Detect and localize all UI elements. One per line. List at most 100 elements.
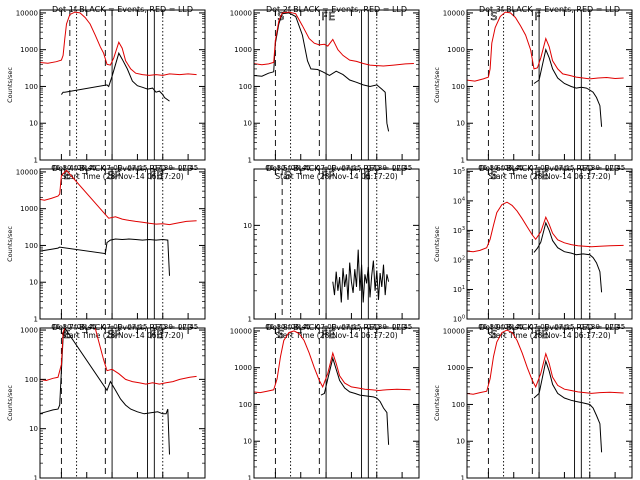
y-tick-label: 1000: [447, 364, 465, 372]
x-tick-label: 06:30: [51, 164, 71, 172]
marker-letter: S: [277, 328, 284, 341]
plot-frame: [466, 168, 633, 320]
y-tick-label: 1000: [447, 46, 465, 54]
y-tick-label: 103: [453, 226, 465, 235]
x-tick-label: 07:30: [580, 164, 600, 172]
x-tick-label: 07:15: [127, 164, 147, 172]
x-tick-label: 07:15: [341, 164, 361, 172]
marker-letter: E: [156, 169, 163, 182]
marker-letter: F: [150, 328, 156, 341]
y-tick-label: 10000: [16, 168, 38, 176]
marker-letter: S: [490, 328, 497, 341]
y-axis-label: Counts/sec: [433, 67, 441, 103]
marker-letter: F: [114, 328, 120, 341]
chart-panel-9: Det 9f BLACK = Events, RED = LLDCounts/s…: [433, 323, 633, 480]
marker-letter: F: [534, 169, 540, 182]
marker-letter: S: [490, 10, 497, 23]
x-tick-label: 06:30: [478, 164, 498, 172]
x-tick-label: 06:45: [504, 323, 524, 331]
y-tick-label: 1: [248, 316, 252, 324]
plot-frame: [253, 9, 420, 161]
marker-letter: E: [328, 10, 335, 23]
x-tick-label: 07:00: [316, 323, 336, 331]
marker-letter: F: [534, 328, 540, 341]
marker-letter: F: [321, 10, 327, 23]
x-axis-label: Start Time (28-Nov-14 06:17:20): [488, 331, 610, 340]
x-tick-label: 07:30: [153, 164, 173, 172]
x-tick-label: 07:45: [392, 164, 412, 172]
x-tick-label: 07:45: [605, 164, 625, 172]
marker-letter: E: [63, 169, 70, 182]
y-axis-label: Counts/sec: [6, 226, 14, 262]
x-tick-label: 07:45: [178, 323, 198, 331]
marker-letter: S: [284, 169, 291, 182]
x-tick-label: 07:15: [341, 323, 361, 331]
y-tick-label: 100: [239, 83, 252, 91]
x-tick-label: 07:00: [529, 323, 549, 331]
series-line-lld: [467, 11, 624, 82]
marker-letter: E: [541, 328, 548, 341]
series-line-lld: [254, 330, 411, 394]
x-tick-label: 06:30: [265, 323, 285, 331]
y-tick-label: 1: [34, 157, 38, 165]
series-line-events: [533, 48, 603, 127]
marker-letter: F: [534, 10, 540, 23]
series-line-lld: [254, 11, 414, 67]
x-tick-label: 06:45: [504, 164, 524, 172]
x-tick-label: 06:30: [478, 323, 498, 331]
y-tick-label: 100: [25, 376, 38, 384]
y-tick-label: 1000: [234, 364, 252, 372]
x-tick-label: 06:45: [291, 164, 311, 172]
x-tick-label: 06:30: [265, 164, 285, 172]
x-tick-label: 07:30: [153, 323, 173, 331]
x-tick-label: 07:30: [580, 323, 600, 331]
y-tick-label: 1: [34, 475, 38, 480]
y-tick-label: 1: [248, 157, 252, 165]
x-axis-label: Start Time (28-Nov-14 06:17:20): [275, 172, 397, 181]
y-tick-label: 100: [25, 242, 38, 250]
x-tick-label: 07:00: [529, 164, 549, 172]
marker-letter: E: [63, 328, 70, 341]
series-line-events: [332, 249, 390, 303]
marker-letter: F: [150, 169, 156, 182]
x-tick-label: 06:45: [291, 323, 311, 331]
marker-letter: E: [364, 169, 371, 182]
y-tick-label: 1000: [20, 327, 38, 335]
plot-frame: [253, 327, 420, 479]
y-tick-label: 10: [29, 120, 38, 128]
x-tick-label: 06:30: [51, 323, 71, 331]
y-tick-label: 10: [29, 279, 38, 287]
y-tick-label: 1: [461, 157, 465, 165]
chart-panel-6: Det 6f BLACK = Events, RED = LLDCounts/s…: [433, 164, 633, 340]
x-axis-label: Start Time (28-Nov-14 06:17:20): [488, 172, 610, 181]
marker-letter: E: [328, 328, 335, 341]
y-tick-label: 10000: [230, 9, 252, 17]
x-tick-label: 07:15: [127, 323, 147, 331]
chart-panel-4: Det 4f BLACK = Events, RED = LLDCounts/s…: [6, 164, 206, 340]
y-tick-label: 10000: [230, 327, 252, 335]
marker-letter: S: [107, 169, 114, 182]
y-tick-label: 1: [248, 475, 252, 480]
y-tick-label: 10000: [443, 327, 465, 335]
marker-letter: E: [156, 328, 163, 341]
series-line-lld: [40, 11, 197, 76]
series-line-lld: [40, 169, 197, 226]
y-tick-label: 1: [461, 475, 465, 480]
y-tick-label: 10: [456, 120, 465, 128]
y-tick-label: 101: [453, 285, 465, 294]
y-tick-label: 100: [452, 83, 465, 91]
series-line-lld: [467, 329, 624, 395]
marker-letter: E: [541, 169, 548, 182]
series-line-events: [320, 356, 390, 445]
series-line-events: [533, 359, 603, 453]
x-tick-label: 07:00: [102, 323, 122, 331]
series-line-events: [60, 51, 170, 102]
y-tick-label: 100: [25, 83, 38, 91]
y-axis-label: Counts/sec: [433, 226, 441, 262]
y-tick-label: 10: [243, 438, 252, 446]
x-tick-label: 07:45: [178, 164, 198, 172]
series-line-lld: [467, 201, 624, 253]
marker-letter: F: [321, 169, 327, 182]
